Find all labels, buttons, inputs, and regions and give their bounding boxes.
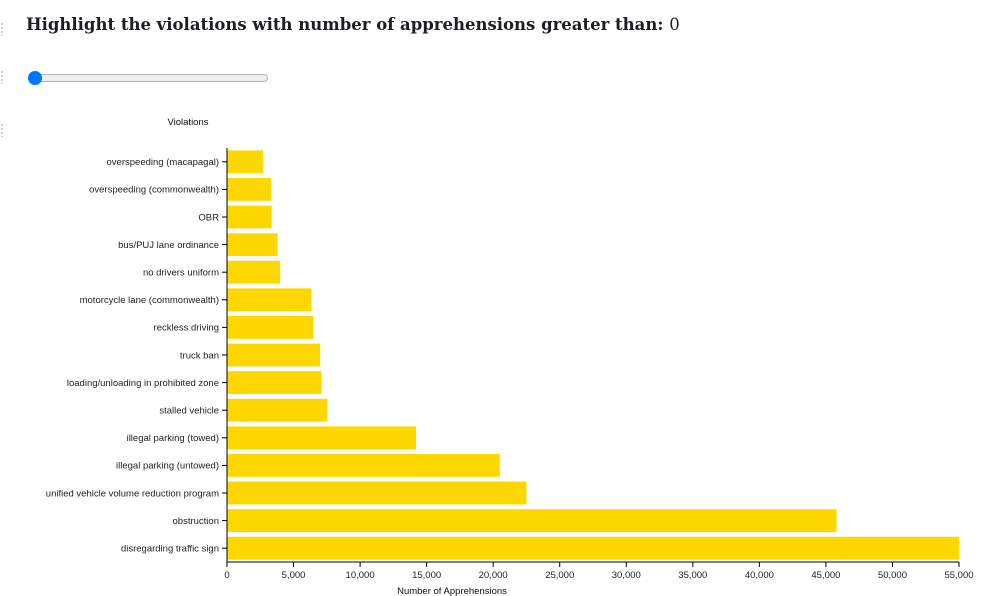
x-tick-label: 0 <box>224 570 229 581</box>
bar <box>227 316 314 339</box>
y-tick-label: disregarding traffic sign <box>121 544 219 555</box>
y-tick-label: illegal parking (towed) <box>127 433 219 444</box>
bar <box>227 536 959 560</box>
bar <box>227 288 312 312</box>
bar <box>227 426 416 450</box>
x-tick-label: 40,000 <box>745 570 774 581</box>
x-tick-label: 20,000 <box>479 570 508 581</box>
bar <box>227 260 281 284</box>
cell-handle-icon[interactable] <box>0 123 4 137</box>
bar <box>227 481 527 505</box>
x-tick-label: 5,000 <box>282 570 306 581</box>
y-tick-label: obstruction <box>173 516 219 527</box>
x-tick-label: 10,000 <box>346 570 375 581</box>
bar <box>227 454 500 477</box>
y-tick-label: illegal parking (untowed) <box>116 461 219 472</box>
heading: Highlight the violations with number of … <box>26 15 680 34</box>
y-tick-label: overspeeding (commonwealth) <box>89 185 219 196</box>
y-tick-label: no drivers uniform <box>143 268 219 279</box>
heading-label: Highlight the violations with number of … <box>26 15 664 34</box>
bar <box>227 509 837 532</box>
y-tick-label: loading/unloading in prohibited zone <box>67 378 219 389</box>
bar <box>227 343 321 367</box>
y-tick-label: truck ban <box>180 350 219 361</box>
y-tick-label: OBR <box>198 212 219 223</box>
x-tick-label: 50,000 <box>878 570 907 581</box>
y-tick-label: stalled vehicle <box>159 406 219 417</box>
y-axis-title: Violations <box>167 117 208 128</box>
y-tick-label: overspeeding (macapagal) <box>107 157 219 168</box>
y-tick-label: bus/PUJ lane ordinance <box>118 240 219 251</box>
bar <box>227 205 272 229</box>
threshold-slider[interactable] <box>28 71 268 85</box>
bar <box>227 398 328 422</box>
bar <box>227 178 271 201</box>
x-tick-label: 35,000 <box>678 570 707 581</box>
y-tick-label: unified vehicle volume reduction program <box>46 488 219 499</box>
bar <box>227 150 263 174</box>
bar <box>227 233 278 256</box>
cell-handle-icon[interactable] <box>0 22 4 36</box>
x-tick-label: 30,000 <box>612 570 641 581</box>
x-tick-label: 55,000 <box>944 570 973 581</box>
x-axis-title: Number of Apprehensions <box>397 586 507 596</box>
cell-handle-icon[interactable] <box>0 70 4 84</box>
x-tick-label: 45,000 <box>811 570 840 581</box>
x-tick-label: 25,000 <box>545 570 574 581</box>
threshold-value: 0 <box>669 15 680 34</box>
y-tick-label: motorcycle lane (commonwealth) <box>80 295 219 306</box>
bar <box>227 371 322 394</box>
x-tick-label: 15,000 <box>412 570 441 581</box>
y-tick-label: reckless driving <box>154 323 219 334</box>
slider-thumb[interactable] <box>28 71 42 85</box>
